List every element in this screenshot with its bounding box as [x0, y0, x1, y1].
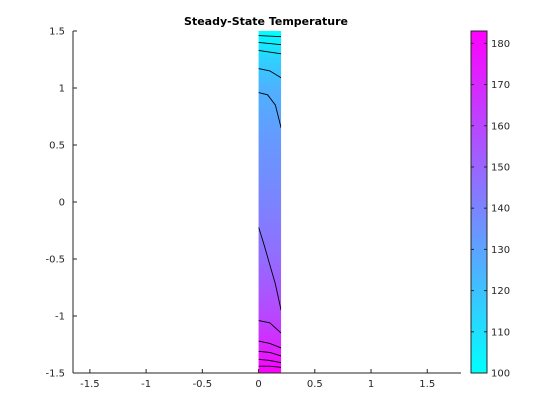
x-tick-label: 1.5 [419, 379, 435, 390]
x-tick-label: 0.5 [307, 379, 323, 390]
colorbar-tick-label: 180 [491, 39, 510, 50]
contour-line [258, 92, 282, 129]
plot-area: -1.5 -1 -0.5 0 0.5 1 1.5 1.5 1 0.5 0 -0.5 -1 -1.5 [45, 27, 461, 390]
contour-line [258, 41, 282, 46]
temperature-field [258, 31, 282, 373]
colorbar-tick-label: 100 [491, 369, 510, 380]
contour-line [258, 350, 282, 357]
contour-line [258, 358, 282, 364]
x-tick-label: -0.5 [193, 379, 213, 390]
y-tick-label: -1.5 [45, 369, 65, 380]
contour-line [258, 320, 282, 334]
y-tick-label: -0.5 [45, 255, 65, 266]
y-tick-label: -1 [55, 312, 65, 323]
colorbar-tick-label: 110 [491, 327, 510, 338]
colorbar-tick-label: 140 [491, 204, 510, 215]
colorbar-tick-label: 130 [491, 245, 510, 256]
colorbar-tick-label: 150 [491, 162, 510, 173]
x-tick-label: -1.5 [80, 379, 100, 390]
contour-line [258, 49, 282, 55]
colorbar-tick-label: 120 [491, 286, 510, 297]
contour-line [258, 68, 282, 79]
chart-title: Steady-State Temperature [184, 15, 348, 28]
colorbar-tick-label: 160 [491, 121, 510, 132]
contour-line [258, 340, 282, 349]
contour-line [258, 35, 282, 38]
contour-line [258, 226, 282, 311]
y-tick-label: 1 [59, 84, 65, 95]
y-tick-label: 0 [59, 198, 65, 209]
colorbar-gradient [470, 30, 488, 374]
x-tick-label: 1 [368, 379, 374, 390]
y-tick-label: 0.5 [49, 141, 65, 152]
y-tick-label: 1.5 [49, 27, 65, 38]
x-tick-label: -1 [141, 379, 151, 390]
colorbar: 100 110 120 130 140 150 160 170 180 [470, 30, 510, 380]
contour-line [258, 365, 282, 368]
x-tick-label: 0 [255, 379, 261, 390]
colorbar-tick-label: 170 [491, 80, 510, 91]
